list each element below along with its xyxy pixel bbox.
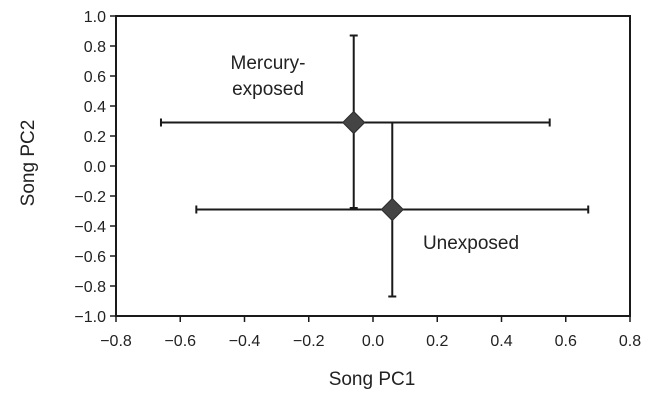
x-tick-label: 0.4 (490, 333, 512, 350)
y-axis: 1.0 0.8 0.6 0.4 0.2 0.0 −0.2 −0.4 −0.6 −0.8 −1.0 (74, 9, 116, 326)
y-tick-label: −0.4 (74, 219, 106, 236)
y-tick-label: 1.0 (84, 9, 106, 26)
y-tick-label: 0.4 (84, 99, 106, 116)
diamond-marker (380, 197, 404, 222)
plot-area (115, 15, 631, 317)
x-tick-label: 0.0 (362, 333, 384, 350)
x-tick-label: 0.8 (619, 333, 641, 350)
y-tick-label: −0.8 (74, 279, 106, 296)
data-series (159, 34, 590, 298)
annotation-mercury-line2: exposed (232, 79, 304, 100)
annotation-unexposed: Unexposed (423, 233, 519, 254)
x-tick-label: −0.4 (229, 333, 261, 350)
y-axis-label: Song PC2 (18, 120, 39, 207)
y-tick-label: −1.0 (74, 309, 106, 326)
x-axis-label: Song PC1 (329, 369, 416, 390)
annotation-mercury-line1: Mercury- (231, 53, 306, 74)
x-tick-label: 0.2 (426, 333, 448, 350)
x-tick-label: −0.2 (293, 333, 325, 350)
diamond-marker (342, 110, 366, 135)
y-tick-label: 0.0 (84, 159, 106, 176)
x-axis: −0.8 −0.6 −0.4 −0.2 0.0 0.2 0.4 0.6 0.8 (100, 316, 641, 350)
x-tick-label: 0.6 (555, 333, 577, 350)
y-tick-label: 0.6 (84, 69, 106, 86)
x-tick-label: −0.6 (164, 333, 196, 350)
x-tick-label: −0.8 (100, 333, 132, 350)
y-tick-label: 0.8 (84, 39, 106, 56)
y-tick-label: −0.6 (74, 249, 106, 266)
y-tick-label: −0.2 (74, 189, 106, 206)
y-tick-label: 0.2 (84, 129, 106, 146)
